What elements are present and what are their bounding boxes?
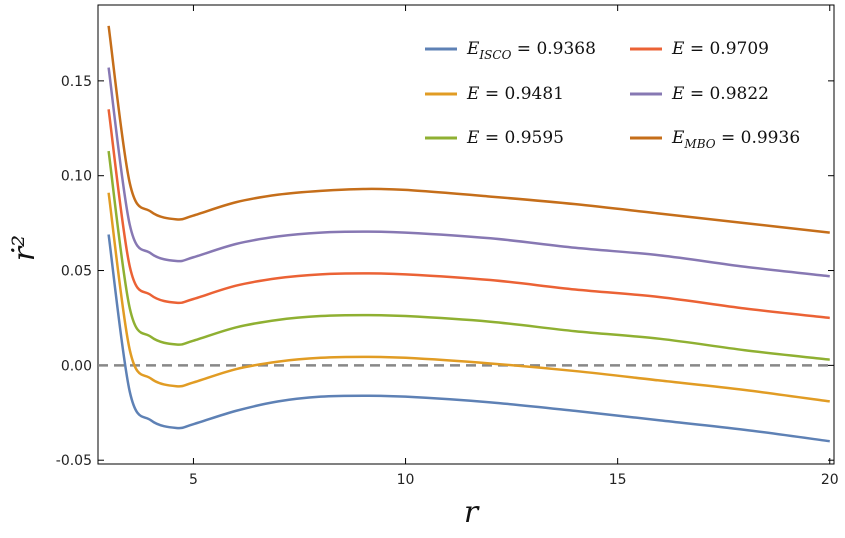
legend-label-2: E = 0.9481 bbox=[466, 84, 564, 104]
x-tick-label: 10 bbox=[397, 472, 415, 488]
series-line-2 bbox=[107, 192, 830, 403]
series-line-3 bbox=[107, 150, 830, 361]
series-group bbox=[107, 25, 830, 443]
y-tick-label: -0.05 bbox=[56, 453, 92, 469]
x-axis-title: r bbox=[464, 495, 480, 530]
y-tick-label: 0.05 bbox=[61, 264, 92, 280]
legend-label-3: E = 0.9595 bbox=[466, 128, 564, 148]
series-line-4 bbox=[107, 109, 830, 320]
legend-label-1: EISCO = 0.9368 bbox=[466, 39, 596, 62]
legend-label-6: EMBO = 0.9936 bbox=[671, 128, 800, 151]
y-tick-label: 0.10 bbox=[61, 169, 92, 185]
legend-label-5: E = 0.9822 bbox=[671, 84, 769, 104]
legend-label-4: E = 0.9709 bbox=[671, 39, 769, 59]
legend: EISCO = 0.9368 E = 0.9481 E = 0.9595 E = 0.… bbox=[425, 39, 800, 151]
series-line-5 bbox=[107, 67, 830, 278]
y-tick-label: 0.00 bbox=[61, 358, 92, 374]
y-axis-title: ṙ² bbox=[7, 235, 42, 261]
x-tick-label: 20 bbox=[821, 472, 839, 488]
x-tick-label: 5 bbox=[189, 472, 198, 488]
series-line-1 bbox=[107, 234, 830, 443]
y-tick-label: 0.15 bbox=[61, 74, 92, 90]
x-tick-label: 15 bbox=[609, 472, 627, 488]
series-line-6 bbox=[107, 25, 830, 234]
plot-frame bbox=[97, 4, 835, 465]
axis-ticks: 5 10 15 20 -0.05 0.00 0.05 0.10 0.15 bbox=[56, 5, 839, 488]
